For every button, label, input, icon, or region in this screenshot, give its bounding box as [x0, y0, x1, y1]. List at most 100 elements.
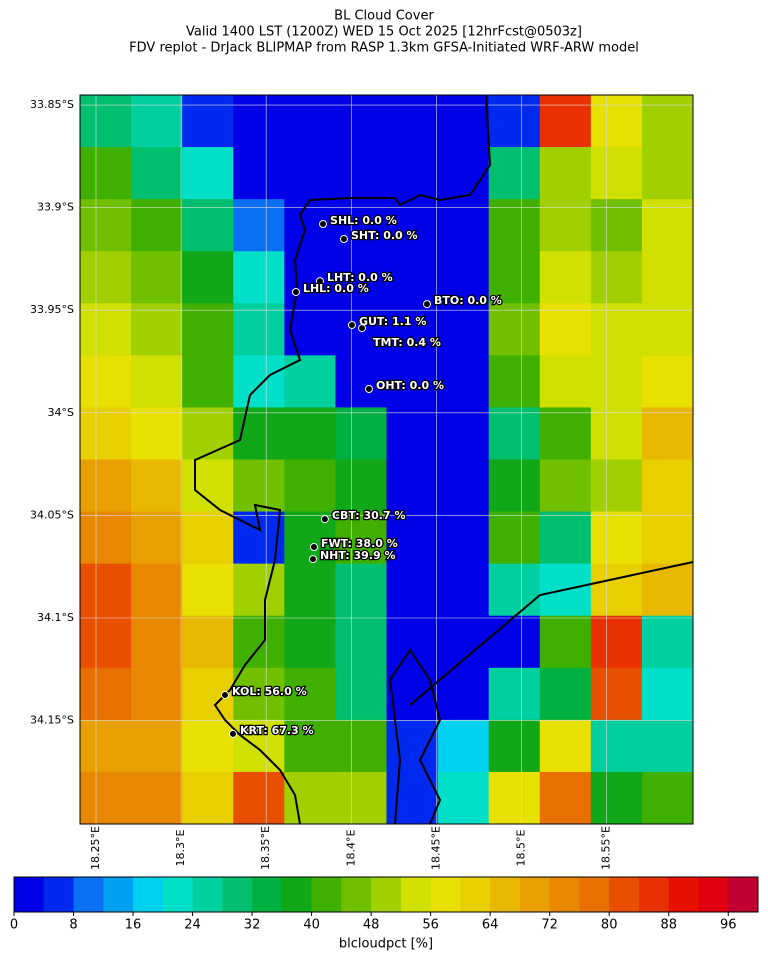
- colorbar-swatch: [43, 877, 74, 912]
- cell: [488, 459, 541, 513]
- cell: [437, 459, 490, 513]
- cell: [233, 355, 285, 408]
- cell: [131, 563, 183, 617]
- cell: [590, 147, 643, 200]
- station-label: OHT: 0.0 %: [376, 379, 444, 392]
- colorbar-swatch: [728, 877, 759, 912]
- x-tick-label: 18.3°E: [174, 829, 187, 866]
- cell: [641, 147, 694, 200]
- station-label: CBT: 30.7 %: [332, 509, 406, 522]
- cell: [80, 511, 132, 565]
- colorbar-swatch: [371, 877, 402, 912]
- cell: [641, 355, 694, 408]
- cell: [182, 563, 234, 617]
- cell: [539, 719, 592, 773]
- station-dot: [315, 277, 324, 286]
- station-label: BTO: 0.0 %: [434, 294, 502, 307]
- station-label: KRT: 67.3 %: [240, 724, 314, 737]
- cell: [539, 95, 592, 148]
- cell: [80, 303, 132, 356]
- boundary: [409, 561, 694, 706]
- cell: [335, 407, 387, 460]
- cell: [590, 303, 643, 356]
- cell: [590, 355, 643, 408]
- cell: [182, 459, 234, 513]
- cell: [335, 667, 387, 721]
- colorbar-tick-label: 88: [660, 918, 677, 933]
- cell: [641, 719, 694, 773]
- cell: [641, 459, 694, 513]
- cell: [335, 615, 387, 669]
- cell: [131, 615, 183, 669]
- cell: [488, 407, 541, 460]
- cell: [386, 355, 439, 408]
- colorbar-tick-label: 96: [720, 918, 737, 933]
- cell: [590, 667, 643, 721]
- cell: [590, 615, 643, 669]
- colorbar-swatch: [430, 877, 461, 912]
- colorbar-frame: [13, 876, 759, 913]
- cell: [182, 355, 234, 408]
- cell: [539, 147, 592, 200]
- cell: [284, 199, 336, 252]
- cell: [284, 407, 336, 460]
- coastline: [194, 94, 492, 825]
- cell: [131, 251, 183, 304]
- cell: [80, 147, 132, 200]
- colorbar-swatch: [668, 877, 699, 912]
- colorbar-swatch: [490, 877, 521, 912]
- x-tick-label: 18.35°E: [259, 826, 272, 870]
- cell: [539, 615, 592, 669]
- cell: [80, 615, 132, 669]
- colorbar-tick-label: 16: [125, 918, 142, 933]
- cell: [284, 147, 336, 200]
- colorbar-tick-label: 80: [601, 918, 618, 933]
- cell: [182, 407, 234, 460]
- cell: [488, 563, 541, 617]
- cell: [233, 771, 285, 825]
- cell: [233, 667, 285, 721]
- colorbar-swatch: [549, 877, 580, 912]
- cell: [386, 615, 439, 669]
- cell: [284, 667, 336, 721]
- cell: [131, 303, 183, 356]
- cell: [641, 667, 694, 721]
- x-tick-label: 18.45°E: [429, 826, 442, 870]
- cell: [386, 251, 439, 304]
- cell: [539, 355, 592, 408]
- cell: [131, 667, 183, 721]
- cell: [182, 719, 234, 773]
- cell: [182, 199, 234, 252]
- cell: [284, 771, 336, 825]
- cell: [80, 407, 132, 460]
- colorbar-swatch: [460, 877, 491, 912]
- cell: [539, 511, 592, 565]
- cell: [131, 719, 183, 773]
- colorbar-tick-label: 32: [244, 918, 261, 933]
- cell: [590, 251, 643, 304]
- cell: [539, 459, 592, 513]
- cell: [233, 615, 285, 669]
- cell: [488, 511, 541, 565]
- cell: [437, 407, 490, 460]
- cell: [131, 95, 183, 148]
- colorbar-swatch: [519, 877, 550, 912]
- cell: [539, 303, 592, 356]
- cell: [80, 771, 132, 825]
- cell: [80, 251, 132, 304]
- cell: [641, 303, 694, 356]
- x-tick-label: 18.5°E: [514, 829, 527, 866]
- cell: [641, 615, 694, 669]
- cell: [80, 667, 132, 721]
- station-label: TMT: 0.4 %: [373, 336, 441, 349]
- cell: [386, 303, 439, 356]
- cell: [335, 147, 387, 200]
- cell: [590, 407, 643, 460]
- colorbar-swatch: [162, 877, 193, 912]
- cell: [641, 511, 694, 565]
- colorbar-swatch: [103, 877, 134, 912]
- map-frame: [79, 94, 694, 825]
- cell: [641, 199, 694, 252]
- cell: [437, 355, 490, 408]
